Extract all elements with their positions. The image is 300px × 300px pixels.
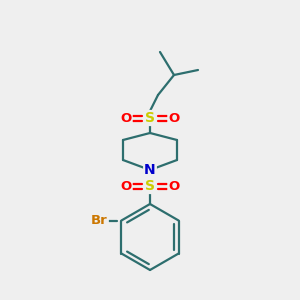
Text: N: N xyxy=(144,163,156,177)
Text: O: O xyxy=(120,179,132,193)
Text: S: S xyxy=(145,179,155,193)
Text: O: O xyxy=(120,112,132,124)
Text: Br: Br xyxy=(91,214,108,227)
Text: S: S xyxy=(145,111,155,125)
Text: O: O xyxy=(168,112,180,124)
Text: O: O xyxy=(168,179,180,193)
